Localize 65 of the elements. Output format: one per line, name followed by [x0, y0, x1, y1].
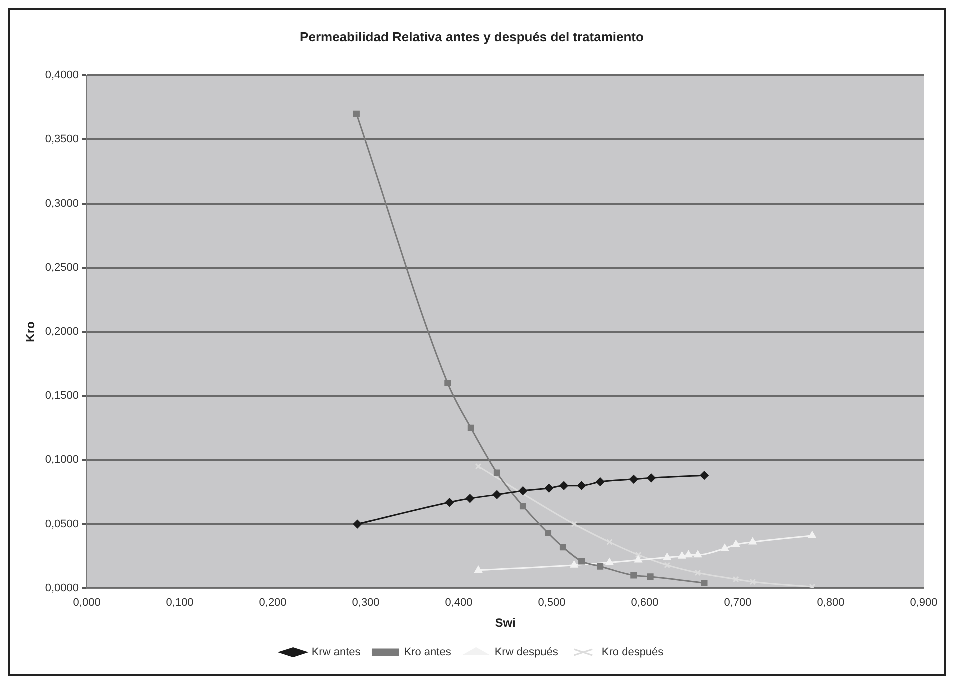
point: [808, 532, 816, 538]
point: [545, 530, 552, 536]
x-tick-label: 0,500: [538, 597, 566, 610]
point: [570, 561, 578, 568]
point: [749, 538, 757, 545]
x-tick-label: 0,400: [445, 597, 473, 610]
point: [647, 574, 654, 580]
y-tick-label: 0,0000: [45, 582, 80, 594]
point: [578, 558, 586, 565]
y-tick-label: 0,3500: [45, 134, 80, 146]
point: [474, 566, 482, 573]
point: [492, 490, 502, 500]
point: [466, 494, 474, 503]
point: [578, 482, 586, 490]
chart-title: Permeabilidad Relativa antes y después del tratamiento: [300, 29, 644, 44]
legend-label: Krw antes: [312, 646, 362, 659]
point: [606, 558, 614, 566]
point: [353, 520, 362, 529]
point: [809, 584, 816, 588]
point: [571, 521, 578, 528]
y-axis-title: Kro: [24, 322, 38, 342]
y-tick-label: 0,3000: [45, 198, 80, 210]
point: [701, 580, 708, 586]
point: [596, 478, 605, 486]
point: [635, 552, 642, 558]
x-tick-label: 0,600: [631, 597, 659, 610]
legend-label: Kro antes: [404, 646, 452, 659]
point: [732, 540, 740, 548]
y-tick-label: 0,1000: [45, 454, 80, 466]
legend-label: Krw después: [494, 646, 559, 659]
x-tick-label: 0,700: [724, 597, 752, 610]
point: [494, 470, 500, 476]
point: [520, 503, 526, 510]
y-tick-label: 0,4000: [45, 70, 80, 82]
point: [721, 544, 729, 552]
x-axis-title: Swi: [495, 616, 516, 630]
point: [684, 550, 693, 558]
point: [444, 380, 452, 387]
point: [544, 484, 554, 493]
point: [647, 474, 656, 482]
point: [700, 471, 709, 480]
point: [630, 572, 638, 579]
y-tick-label: 0,2500: [45, 262, 80, 274]
y-tick-label: 0,2000: [45, 326, 80, 338]
point: [678, 552, 686, 559]
x-tick-label: 0,900: [910, 597, 938, 610]
y-tick-label: 0,0500: [45, 518, 80, 530]
point: [630, 475, 638, 484]
point: [597, 563, 604, 570]
x-tick-label: 0,100: [166, 597, 194, 610]
point: [560, 544, 566, 551]
y-tick-label: 0,1500: [45, 390, 80, 402]
x-tick-label: 0,300: [352, 597, 380, 610]
point: [468, 424, 474, 432]
point: [518, 486, 528, 496]
x-tick-label: 0,200: [259, 597, 287, 610]
point: [664, 553, 672, 560]
x-tick-label: 0,800: [817, 597, 845, 610]
legend-label: Kro después: [602, 646, 664, 659]
point: [694, 550, 702, 558]
point: [354, 110, 360, 118]
point: [560, 482, 568, 490]
x-tick-label: 0,000: [73, 597, 101, 610]
point: [445, 498, 454, 507]
point: [634, 556, 642, 563]
